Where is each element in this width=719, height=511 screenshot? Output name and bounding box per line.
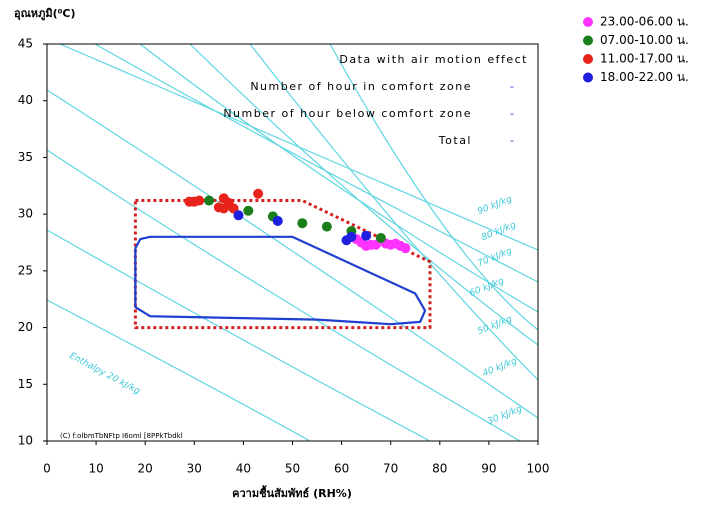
legend-marker: [583, 35, 593, 46]
y-axis-title: อุณหภูมิ(⁰C): [14, 7, 76, 21]
comfort-zone-air-motion: [133, 199, 432, 330]
point: [375, 232, 386, 243]
enthalpy-label: 80 kJ/kg: [480, 220, 518, 243]
x-tick-label: 60: [334, 462, 349, 476]
point: [194, 195, 205, 206]
y-tick-label: 10: [18, 434, 33, 448]
enthalpy-curve: [94, 43, 539, 283]
y-tick-label: 45: [18, 37, 33, 51]
legend-marker: [583, 54, 593, 64]
point: [400, 243, 411, 254]
x-tick-label: 0: [43, 462, 51, 476]
y-tick-label: 15: [18, 377, 33, 391]
legend-marker: [583, 72, 593, 83]
point: [243, 205, 254, 216]
x-tick-label: 10: [88, 462, 103, 476]
enthalpy-curve: [189, 43, 539, 346]
y-tick-label: 35: [18, 150, 33, 164]
y-tick-label: 40: [18, 93, 33, 107]
point: [233, 210, 244, 221]
x-axis-title: ความชื้นสัมพัทธ์ (RH%): [232, 485, 352, 500]
enthalpy-curve: [46, 149, 521, 442]
x-tick-label: 70: [383, 462, 398, 476]
enthalpy-label: 70 kJ/kg: [476, 246, 514, 269]
enthalpy-label: 50 kJ/kg: [476, 314, 514, 337]
point: [321, 221, 332, 232]
legend-label: 07.00-10.00 น.: [600, 33, 689, 47]
enthalpy-curve: [329, 43, 539, 331]
table-label: Data with air motion effect: [339, 53, 528, 66]
enthalpy-label: 40 kJ/kg: [481, 356, 519, 379]
legend-label: 23.00-06.00 น.: [600, 15, 689, 29]
point: [346, 231, 357, 242]
x-tick-label: 100: [527, 462, 550, 476]
enthalpy-label: Enthalpy 20 kJ/kg: [67, 351, 141, 397]
x-tick-label: 20: [138, 462, 153, 476]
point: [361, 230, 372, 241]
enthalpy-curve: [59, 43, 539, 251]
footnote: (C) f:olbmTbNFtp I6oml [8PPkTbdkl: [60, 432, 183, 440]
x-tick-label: 80: [432, 462, 447, 476]
x-tick-label: 90: [481, 462, 496, 476]
legend-label: 18.00-22.00 น.: [600, 70, 689, 84]
point: [297, 218, 308, 229]
x-tick-label: 50: [285, 462, 300, 476]
enthalpy-curve: [139, 43, 539, 313]
y-tick-label: 25: [18, 263, 33, 277]
point: [272, 215, 283, 226]
legend-label: 11.00-17.00 น.: [600, 52, 689, 66]
enthalpy-label: 90 kJ/kg: [476, 194, 514, 217]
enthalpy-curve: [249, 43, 539, 381]
table-label: Total: [438, 134, 472, 147]
enthalpy-curve: [46, 229, 431, 442]
point: [253, 188, 264, 199]
y-tick-label: 30: [18, 207, 33, 221]
table-value: -: [510, 134, 514, 147]
y-tick-label: 20: [18, 320, 33, 334]
point: [204, 195, 215, 206]
table-value: -: [510, 80, 514, 93]
enthalpy-label: 30 kJ/kg: [486, 404, 524, 427]
comfort-zone: [134, 235, 427, 326]
x-tick-label: 40: [236, 462, 251, 476]
table-label: Number of hour in comfort zone: [250, 80, 472, 93]
x-tick-label: 30: [187, 462, 202, 476]
table-value: -: [510, 107, 514, 120]
legend-marker: [583, 17, 593, 27]
table-label: Number of hour below comfort zone: [223, 107, 472, 120]
enthalpy-curve: [46, 299, 311, 442]
